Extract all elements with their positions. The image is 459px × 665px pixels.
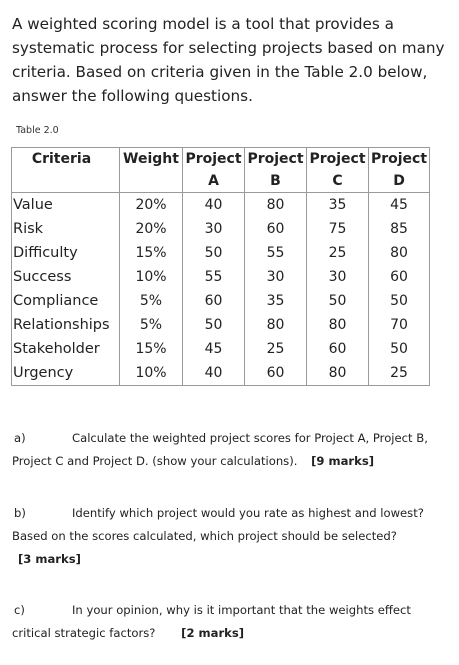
score-cell-d: 70 — [368, 313, 430, 337]
criteria-cell: Value — [11, 192, 120, 217]
weight-cell: 20% — [119, 192, 183, 217]
question-a-text: Calculate the weighted project scores fo… — [12, 431, 428, 468]
score-cell-b: 25 — [244, 337, 307, 361]
header-criteria: Criteria — [11, 147, 120, 193]
score-cell-b: 55 — [244, 241, 307, 265]
criteria-cell: Urgency — [11, 361, 120, 386]
score-cell-a: 55 — [182, 265, 245, 289]
question-a-marks: [9 marks] — [311, 454, 375, 468]
question-c-label: c) — [14, 603, 25, 617]
criteria-cell: Risk — [11, 217, 120, 241]
score-cell-c: 80 — [306, 361, 369, 386]
table-row: Relationships 5% 50 80 80 70 — [11, 313, 430, 337]
score-cell-a: 45 — [182, 337, 245, 361]
table-row: Risk 20% 30 60 75 85 — [11, 217, 430, 241]
header-weight: Weight — [119, 147, 183, 193]
question-a: a) Calculate the weighted project scores … — [12, 427, 452, 473]
score-cell-c: 60 — [306, 337, 369, 361]
criteria-cell: Compliance — [11, 289, 120, 313]
question-b-text: Identify which project would you rate as… — [12, 506, 424, 543]
weight-cell: 15% — [119, 241, 183, 265]
score-cell-c: 50 — [306, 289, 369, 313]
header-project-c-top: Project — [306, 147, 369, 170]
score-cell-d: 80 — [368, 241, 430, 265]
score-cell-b: 80 — [244, 192, 307, 217]
table-row: Value 20% 40 80 35 45 — [11, 192, 430, 217]
table-row: Stakeholder 15% 45 25 60 50 — [11, 337, 430, 361]
weight-cell: 10% — [119, 265, 183, 289]
question-b: b) Identify which project would you rate … — [12, 502, 452, 571]
score-cell-c: 80 — [306, 313, 369, 337]
score-cell-c: 25 — [306, 241, 369, 265]
header-project-b-top: Project — [244, 147, 307, 170]
score-cell-d: 25 — [368, 361, 430, 386]
score-cell-c: 75 — [306, 217, 369, 241]
score-cell-d: 45 — [368, 192, 430, 217]
weight-cell: 20% — [119, 217, 183, 241]
header-project-a-top: Project — [182, 147, 245, 170]
header-project-a-letter: A — [182, 170, 245, 193]
criteria-cell: Relationships — [11, 313, 120, 337]
score-cell-d: 60 — [368, 265, 430, 289]
score-cell-b: 60 — [244, 361, 307, 386]
score-cell-d: 85 — [368, 217, 430, 241]
score-cell-a: 50 — [182, 241, 245, 265]
table-row: Urgency 10% 40 60 80 25 — [11, 361, 430, 386]
question-c-marks: [2 marks] — [181, 626, 245, 640]
question-b-label: b) — [14, 506, 26, 520]
score-cell-b: 60 — [244, 217, 307, 241]
weight-cell: 15% — [119, 337, 183, 361]
score-cell-b: 80 — [244, 313, 307, 337]
header-project-c-letter: C — [306, 170, 369, 193]
weighted-scoring-table: Criteria Weight Project Project Project … — [11, 147, 430, 386]
table-row: Success 10% 55 30 30 60 — [11, 265, 430, 289]
score-cell-c: 30 — [306, 265, 369, 289]
score-cell-a: 40 — [182, 361, 245, 386]
header-project-b-letter: B — [244, 170, 307, 193]
score-cell-b: 30 — [244, 265, 307, 289]
score-cell-c: 35 — [306, 192, 369, 217]
question-a-label: a) — [14, 431, 26, 445]
weight-cell: 10% — [119, 361, 183, 386]
header-project-d-top: Project — [368, 147, 430, 170]
weight-cell: 5% — [119, 289, 183, 313]
weight-cell: 5% — [119, 313, 183, 337]
score-cell-a: 40 — [182, 192, 245, 217]
score-cell-d: 50 — [368, 289, 430, 313]
criteria-cell: Success — [11, 265, 120, 289]
question-b-marks: [3 marks] — [18, 552, 81, 566]
score-cell-a: 30 — [182, 217, 245, 241]
score-cell-b: 35 — [244, 289, 307, 313]
header-project-d-letter: D — [368, 170, 430, 193]
score-cell-a: 50 — [182, 313, 245, 337]
question-c-text: In your opinion, why is it important tha… — [12, 603, 411, 640]
table-row: Difficulty 15% 50 55 25 80 — [11, 241, 430, 265]
score-cell-d: 50 — [368, 337, 430, 361]
intro-paragraph: A weighted scoring model is a tool that … — [12, 15, 445, 105]
question-c: c) In your opinion, why is it important t… — [12, 599, 452, 645]
table-caption: Table 2.0 — [16, 125, 59, 136]
table-row: Compliance 5% 60 35 50 50 — [11, 289, 430, 313]
criteria-cell: Difficulty — [11, 241, 120, 265]
criteria-cell: Stakeholder — [11, 337, 120, 361]
score-cell-a: 60 — [182, 289, 245, 313]
